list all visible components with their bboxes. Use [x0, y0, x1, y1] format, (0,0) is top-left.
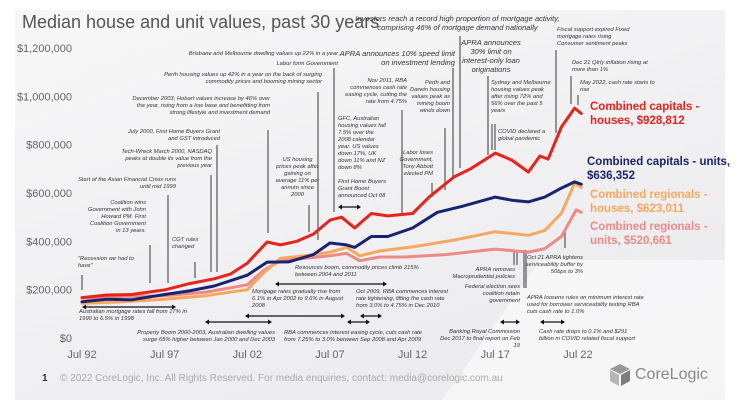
- chart-annotation: GFC, Australian housing values fall 7.5%…: [338, 116, 386, 171]
- arrow-head-right: [357, 204, 361, 210]
- series-line-capitals-houses: [80, 106, 583, 300]
- logo-text: CoreLogic: [635, 366, 708, 383]
- chart-annotation: Property Boom 2000-2003, Australian dwel…: [137, 330, 275, 343]
- y-tick-label: $800,000: [26, 140, 72, 152]
- x-tick-label: Jul 02: [233, 349, 262, 361]
- slide-panel: [15, 10, 725, 400]
- chart-annotation: APRA removes Macroprudential policies: [452, 267, 515, 280]
- arrow-head-right: [341, 313, 345, 319]
- chart-annotation: APRA loosens rules on minimum interest r…: [527, 295, 644, 315]
- chart-annotation: US housing prices peak after gaining on …: [275, 157, 320, 198]
- arrow-head-left: [205, 319, 209, 325]
- chart-title: Median house and unit values, past 30 ye…: [22, 12, 380, 32]
- chart-annotation: December 2003, Hobart values increase by…: [132, 96, 270, 116]
- y-tick-label: $0: [60, 333, 72, 345]
- chart-annotation: Tech-Wreck March 2000, NASDAQ peaks at d…: [121, 149, 212, 169]
- chart-annotation: Oct 21 APRA tightens serviceability buff…: [525, 255, 583, 275]
- chart-annotation: Oct 2009, RBA commences interest rate ti…: [356, 289, 448, 309]
- chart-annotation: Start of the Asian Financial Crisis runs…: [77, 177, 176, 190]
- chart-annotation: Labor form Government: [276, 61, 338, 67]
- series-label: Combined regionals - houses, $623,011: [590, 188, 708, 216]
- series-label-line: Combined capitals -: [590, 101, 700, 113]
- y-tick-label: $1,200,000: [17, 43, 72, 55]
- arrow-head-right: [268, 319, 272, 325]
- series-label: Combined capitals - houses, $928,812: [590, 100, 699, 128]
- arrow-head-left: [540, 319, 544, 325]
- series-line-capitals-units: [80, 180, 583, 304]
- chart-annotation: Resources boom, commodity prices climb 2…: [295, 265, 419, 278]
- page-number: 1: [42, 373, 48, 384]
- y-tick-label: $600,000: [26, 188, 72, 200]
- arrow-head-left: [347, 319, 351, 325]
- chart-annotation: Banking Royal Commission Dec 2017 to fin…: [440, 329, 520, 349]
- series-line-regionals-units: [80, 208, 583, 300]
- arrow-head-right: [516, 319, 520, 325]
- y-tick-label: $400,000: [26, 236, 72, 248]
- series-label-value: units, $520,661: [590, 235, 672, 247]
- chart-annotation: July 2000, First Home Buyers Grant and G…: [127, 129, 220, 142]
- series-label-line: Combined capitals - units,: [587, 156, 731, 168]
- y-tick-label: $200,000: [26, 285, 72, 297]
- series-label-value: houses, $623,011: [590, 203, 684, 215]
- series-label-line: Combined regionals -: [590, 189, 708, 201]
- arrow-head-right: [383, 281, 387, 287]
- chart-annotation: COVID declared a global pandemic: [498, 129, 546, 142]
- chart-annotation: Australian mortgage rates fall from 17% …: [79, 309, 187, 322]
- x-tick-label: Jul 07: [315, 349, 344, 361]
- corelogic-cube-icon: [610, 364, 630, 386]
- chart-annotation: Sydney and Melbourne housing values peak…: [491, 80, 551, 114]
- arrow-head-left: [275, 281, 279, 287]
- copyright-notice: © 2022 CoreLogic, Inc. All Rights Reserv…: [60, 373, 503, 384]
- chart-annotation: Fiscal support expired Fixed mortgage ra…: [557, 27, 630, 47]
- chart-annotation: Labor loses Government, Tony Abbott elec…: [399, 150, 433, 177]
- chart-annotation: Coalition wins Government with John Howa…: [88, 200, 146, 234]
- series-label-value: $636,352: [587, 170, 635, 182]
- arrow-head-left: [338, 204, 342, 210]
- arrow-head-right: [366, 319, 370, 325]
- chart-annotation: Brisbane and Melbourne dwelling values u…: [188, 51, 338, 57]
- chart-annotation: Mortgage rates gradually rise from 6.1% …: [252, 289, 344, 309]
- arrow-head-right: [172, 304, 176, 310]
- series-label: Combined capitals - units, $636,352: [587, 155, 730, 183]
- chart-annotation: "Recession we had to have": [78, 256, 134, 269]
- chart-annotation: Investors reach a record high proportion…: [355, 14, 560, 32]
- x-tick-label: Jul 97: [150, 349, 179, 361]
- series-label: Combined regionals - units, $520,661: [590, 220, 708, 248]
- chart-annotation: RBA commences interest easing cycle, cut…: [284, 330, 423, 343]
- chart-annotation: Cash rate drops to 0.1% and $291 billion…: [539, 329, 636, 342]
- chart-annotation: CGT rules changed: [172, 237, 199, 250]
- x-tick-label: Jul 17: [481, 349, 510, 361]
- chart-annotation: Nov 2011, RBA commences cash rate easing…: [345, 78, 407, 105]
- series-label-line: Combined regionals -: [590, 221, 708, 233]
- arrow-head-right: [561, 319, 565, 325]
- chart-annotation: APRA announces 30% limit on interest-onl…: [461, 38, 521, 74]
- chart-annotation: Perth housing values up 42% in a year on…: [164, 72, 322, 85]
- x-tick-label: Jul 22: [563, 349, 592, 361]
- x-tick-label: Jul 92: [67, 349, 96, 361]
- arrow-head-right: [378, 313, 382, 319]
- arrow-head-left: [360, 313, 364, 319]
- arrow-head-left: [500, 319, 504, 325]
- chart-annotation: APRA announces 10% speed limit on invest…: [339, 49, 455, 67]
- series-line-regionals-houses: [80, 181, 583, 305]
- chart-annotation: May 2022, cash rate starts to rise: [580, 80, 655, 93]
- series-label-value: houses, $928,812: [590, 115, 685, 127]
- x-tick-label: Jul 12: [398, 349, 427, 361]
- y-tick-label: $1,000,000: [17, 91, 72, 103]
- chart-annotation: Dec 21 Qtrly inflation rising at more th…: [572, 60, 648, 73]
- arrow-head-left: [82, 304, 86, 310]
- chart-annotation: First Home Buyers Grant Boost announced …: [338, 179, 386, 199]
- chart-annotation: Federal election sees coalition retain g…: [464, 284, 520, 304]
- corelogic-logo: CoreLogic: [609, 363, 708, 387]
- arrow-head-left: [245, 313, 249, 319]
- chart-annotation: Perth and Darwin housing values peak as …: [410, 80, 450, 114]
